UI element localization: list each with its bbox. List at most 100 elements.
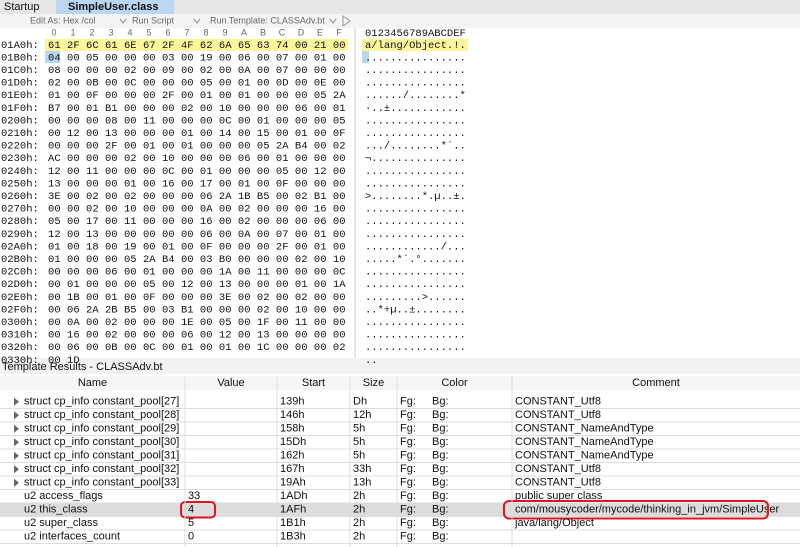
offset: 0210h: (1, 128, 39, 140)
hex-bytes: 04 00 05 00 00 00 03 00 19 00 06 00 07 0… (48, 52, 346, 64)
column-header: 9 (222, 27, 227, 37)
start: 1AFh (280, 504, 306, 516)
start: 1B3h (280, 531, 306, 543)
name: struct cp_info constant_pool[32] (24, 463, 179, 475)
column-header: C (279, 27, 286, 37)
expander[interactable] (14, 397, 19, 406)
fg: Fg: (400, 517, 416, 529)
hex-bytes: 00 1D (48, 355, 80, 367)
hex-bytes: 00 00 02 00 10 00 00 00 0A 00 02 00 00 0… (48, 204, 346, 216)
ascii: ................ (365, 216, 466, 228)
bg: Bg: (432, 423, 449, 435)
ascii: .....*´.°....... (365, 253, 466, 266)
start: 158h (280, 423, 304, 435)
offset: 01A0h: (1, 40, 39, 52)
name: u2 interfaces_count (24, 531, 120, 543)
bg: Bg: (432, 531, 449, 543)
highlight (362, 39, 468, 51)
hex-bytes: 3E 00 02 00 02 00 00 00 06 2A 1B B5 00 0… (48, 191, 346, 203)
offset: 0220h: (1, 141, 39, 153)
ascii: ................ (365, 115, 466, 127)
expander[interactable] (14, 465, 19, 474)
fg: Fg: (400, 531, 416, 543)
hex-bytes: 13 00 00 00 01 00 16 00 17 00 01 00 0F 0… (48, 178, 346, 190)
hex-bytes: 01 00 0F 00 00 00 2F 00 01 00 01 00 00 0… (48, 90, 346, 102)
comment: CONSTANT_Utf8 (515, 396, 601, 408)
tab-active[interactable]: SimpleUser.class (68, 1, 159, 13)
name: struct cp_info constant_pool[33] (24, 477, 179, 489)
hex-bytes: 00 0A 00 02 00 00 00 1E 00 05 00 1F 00 1… (48, 317, 346, 329)
comment: CONSTANT_NameAndType (515, 436, 654, 448)
selection (45, 51, 60, 63)
expander[interactable] (14, 451, 19, 460)
fg: Fg: (400, 436, 416, 448)
bg: Bg: (432, 450, 449, 462)
expander[interactable] (14, 478, 19, 487)
column-header: Size (363, 377, 384, 389)
name: struct cp_info constant_pool[29] (24, 423, 179, 435)
start: 19Ah (280, 477, 306, 489)
dropdown-arrows (119, 18, 337, 24)
offset: 0250h: (1, 178, 39, 190)
comment: com/mousycoder/mycode/thinking_in_jvm/Si… (515, 504, 779, 516)
hex-bytes: 05 00 17 00 11 00 00 00 16 00 02 00 00 0… (48, 216, 346, 228)
active-tab-bg (56, 0, 174, 14)
hex-bytes: 00 12 00 13 00 00 00 01 00 14 00 15 00 0… (48, 128, 346, 140)
hex-bytes: 61 2F 6C 61 6E 67 2F 4F 62 6A 65 63 74 0… (48, 40, 346, 52)
expander[interactable] (14, 411, 19, 420)
name: u2 access_flags (24, 490, 103, 502)
column-header: F (336, 27, 342, 37)
highlight (45, 39, 348, 51)
panel-title: Template Results - CLASSAdv.bt (2, 361, 163, 373)
value: 4 (188, 504, 194, 516)
column-header: 0 (51, 27, 56, 37)
hex-bytes: AC 00 00 00 02 00 10 00 00 00 06 00 01 0… (48, 153, 346, 165)
panel-title-bar (0, 358, 800, 374)
offset: 02C0h: (1, 267, 39, 279)
name: u2 super_class (24, 517, 98, 529)
toolbar-item[interactable]: Run Script (132, 15, 175, 25)
start: 146h (280, 409, 304, 421)
ascii: ................ (365, 52, 466, 64)
offset: 01B0h: (1, 52, 39, 64)
offset: 0330h: (1, 355, 39, 367)
ascii: ............/... (365, 241, 466, 253)
tab[interactable]: Startup (4, 1, 39, 13)
offset: 0280h: (1, 216, 39, 228)
hex-bytes: 00 06 2A 2B B5 00 03 B1 00 00 00 02 00 1… (48, 304, 346, 316)
name: struct cp_info constant_pool[30] (24, 436, 179, 448)
toolbar-item[interactable]: Edit As: Hex /col (30, 15, 96, 25)
table-header (0, 376, 800, 390)
size: 5h (353, 423, 365, 435)
size: 5h (353, 450, 365, 462)
comment: CONSTANT_NameAndType (515, 450, 654, 462)
hex-bytes: 00 00 00 2F 00 01 00 01 00 00 00 05 2A B… (48, 141, 346, 153)
column-header: D (298, 27, 305, 37)
fg: Fg: (400, 477, 416, 489)
expander[interactable] (14, 424, 19, 433)
offset: 02A0h: (1, 241, 39, 253)
offset: 01C0h: (1, 65, 39, 77)
name: u2 this_class (24, 504, 88, 516)
size: 2h (353, 517, 365, 529)
offset: 01E0h: (1, 90, 39, 102)
column-header: 4 (127, 27, 132, 37)
hex-bytes: 00 16 00 02 00 00 00 06 00 12 00 13 00 0… (48, 330, 346, 342)
selected-row (0, 503, 800, 517)
offset: 0230h: (1, 153, 39, 165)
expander[interactable] (14, 438, 19, 447)
column-header: Name (78, 377, 107, 389)
offset: 0300h: (1, 317, 39, 329)
run-icon[interactable] (342, 15, 351, 27)
ascii: ................ (365, 78, 466, 90)
name: struct cp_info constant_pool[27] (24, 396, 179, 408)
hex-bytes: 00 00 00 08 00 11 00 00 00 0C 00 01 00 0… (48, 115, 346, 127)
toolbar-item[interactable]: Run Template: CLASSAdv.bt (210, 15, 325, 25)
ascii: ................ (365, 267, 466, 279)
offset: 0320h: (1, 342, 39, 354)
start: 1ADh (280, 490, 308, 502)
offset: 0260h: (1, 191, 39, 203)
hex-bytes: 00 1B 00 01 00 0F 00 00 00 3E 00 02 00 0… (48, 292, 346, 304)
hex-bytes: 08 00 00 00 02 00 09 00 02 00 0A 00 07 0… (48, 65, 346, 77)
size: 2h (353, 504, 365, 516)
